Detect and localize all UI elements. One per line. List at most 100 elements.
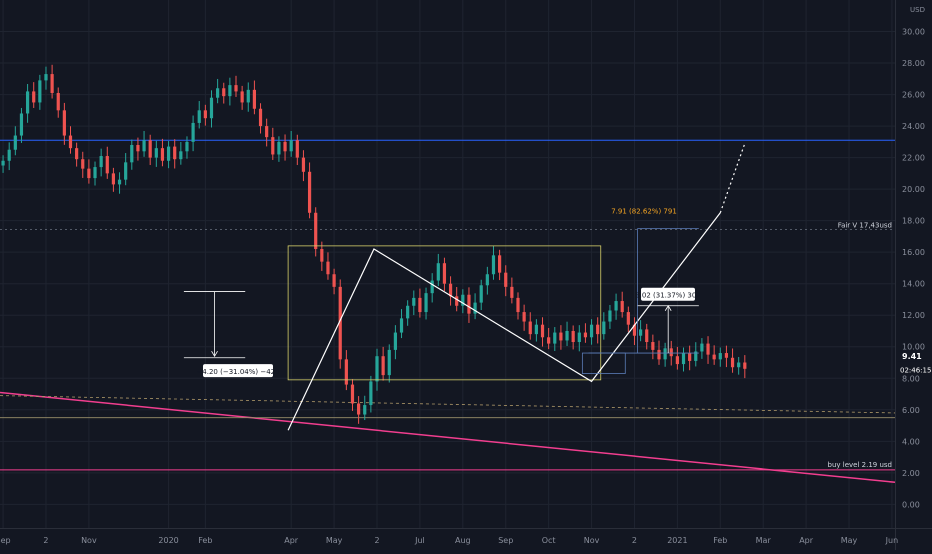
- drop-measure-label: −4.20 (−31.04%) −420: [196, 368, 279, 376]
- candle-body: [510, 286, 514, 298]
- candle-body: [105, 156, 109, 174]
- candle-body: [160, 148, 165, 161]
- time-tick-label: Sep: [0, 536, 11, 545]
- candle-body: [87, 168, 91, 179]
- candle-body: [93, 167, 97, 179]
- candle-body: [669, 348, 673, 357]
- candle-body: [289, 140, 293, 152]
- up-measure-box: [641, 287, 695, 301]
- candle-body: [375, 356, 379, 382]
- candle-body: [614, 301, 618, 311]
- price-tick-label: 22.00: [902, 154, 925, 163]
- candles: [1, 64, 747, 424]
- last-price-label: 9.41: [902, 352, 922, 361]
- candle-body: [694, 351, 698, 361]
- candle-body: [632, 324, 637, 336]
- dashed-trend-line: [0, 395, 896, 414]
- candle-body: [577, 332, 581, 343]
- time-tick-label: Aug: [455, 536, 471, 545]
- candle-body: [724, 353, 729, 358]
- candle-body: [50, 74, 54, 93]
- candle-body: [681, 353, 686, 365]
- candle-body: [344, 359, 348, 385]
- time-tick-label: Nov: [584, 536, 600, 545]
- candle-body: [712, 354, 716, 360]
- price-tick-label: 2.00: [902, 469, 920, 478]
- price-tick-label: 18.00: [902, 217, 925, 226]
- price-tick-label: 10.00: [902, 343, 925, 352]
- candle-body: [228, 85, 232, 97]
- candle-body: [81, 159, 85, 169]
- price-tick-label: 16.00: [902, 248, 925, 257]
- candle-body: [234, 85, 238, 92]
- price-tick-label: 12.00: [902, 311, 925, 320]
- candle-body: [363, 405, 367, 415]
- candle-body: [332, 274, 336, 287]
- candle-body: [473, 302, 477, 314]
- pink-trend-line: [0, 391, 896, 484]
- candle-body: [19, 113, 24, 136]
- candle-body: [638, 329, 643, 336]
- candle-body: [589, 324, 594, 338]
- time-tick-label: Oct: [542, 536, 556, 545]
- candle-body: [485, 274, 489, 286]
- candle-body: [166, 146, 171, 161]
- candle-body: [700, 343, 704, 352]
- candle-body: [154, 148, 158, 158]
- candle-body: [688, 353, 692, 361]
- candle-body: [387, 349, 391, 376]
- candle-body: [13, 135, 17, 150]
- buy-level-label: buy level 2.19 usd: [828, 461, 892, 469]
- candle-body: [412, 297, 416, 306]
- candle-body: [301, 157, 306, 172]
- candle-body: [173, 146, 177, 160]
- candle-body: [547, 337, 551, 344]
- candle-body: [111, 173, 116, 185]
- candle-body: [203, 110, 207, 119]
- price-tick-label: 28.00: [902, 59, 925, 68]
- candle-body: [1, 160, 5, 166]
- candle-body: [706, 343, 710, 355]
- candle-body: [399, 318, 404, 333]
- time-tick-label: 2020: [158, 536, 178, 545]
- time-tick-label: 2021: [667, 536, 687, 545]
- candle-body: [571, 330, 575, 343]
- candle-body: [559, 332, 563, 341]
- candle-body: [651, 342, 655, 350]
- candle-body: [38, 80, 42, 103]
- candle-body: [424, 293, 428, 313]
- candle-body: [491, 255, 496, 275]
- candle-body: [191, 122, 195, 142]
- candle-body: [136, 145, 140, 152]
- candle-body: [56, 92, 60, 111]
- time-tick-label: Feb: [713, 536, 727, 545]
- candle-body: [442, 263, 447, 284]
- candle-body: [565, 330, 569, 341]
- candle-body: [314, 212, 318, 250]
- time-tick-label: May: [841, 536, 858, 545]
- candle-body: [430, 280, 434, 294]
- candle-body: [326, 261, 330, 275]
- candle-body: [534, 324, 538, 335]
- candle-body: [68, 135, 73, 149]
- candle-body: [528, 321, 532, 335]
- price-tick-label: 26.00: [902, 91, 925, 100]
- candle-body: [25, 91, 30, 114]
- time-tick-label: Feb: [198, 536, 212, 545]
- candle-body: [418, 297, 422, 313]
- candle-body: [357, 403, 361, 415]
- candle-body: [602, 321, 606, 335]
- candle-body: [583, 332, 588, 338]
- candle-body: [99, 156, 103, 168]
- candle-body: [608, 310, 612, 322]
- candle-body: [737, 362, 741, 368]
- price-tick-label: 14.00: [902, 280, 925, 289]
- candle-body: [540, 324, 545, 338]
- time-tick-label: Mar: [756, 536, 772, 545]
- candle-body: [44, 74, 48, 81]
- time-tick-label: 2: [374, 536, 379, 545]
- candle-body: [596, 324, 600, 335]
- candle-body: [271, 137, 275, 155]
